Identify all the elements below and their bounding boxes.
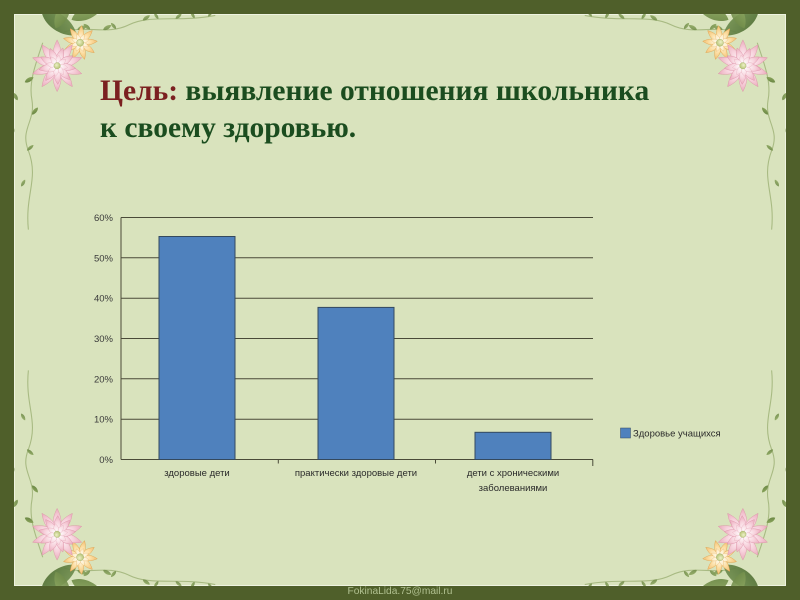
svg-text:здоровые дети: здоровые дети [164, 468, 230, 479]
svg-text:10%: 10% [94, 415, 114, 426]
svg-text:заболеваниями: заболеваниями [479, 483, 548, 494]
svg-text:40%: 40% [94, 294, 114, 305]
svg-text:20%: 20% [94, 374, 114, 385]
svg-text:50%: 50% [94, 253, 114, 264]
svg-text:Здоровье учащихся: Здоровье учащихся [633, 429, 720, 440]
svg-text:60%: 60% [94, 213, 114, 224]
svg-text:дети с хроническими: дети с хроническими [467, 468, 559, 479]
svg-text:0%: 0% [99, 455, 113, 466]
svg-text:30%: 30% [94, 334, 114, 345]
svg-text:практически здоровые дети: практически здоровые дети [295, 468, 417, 479]
